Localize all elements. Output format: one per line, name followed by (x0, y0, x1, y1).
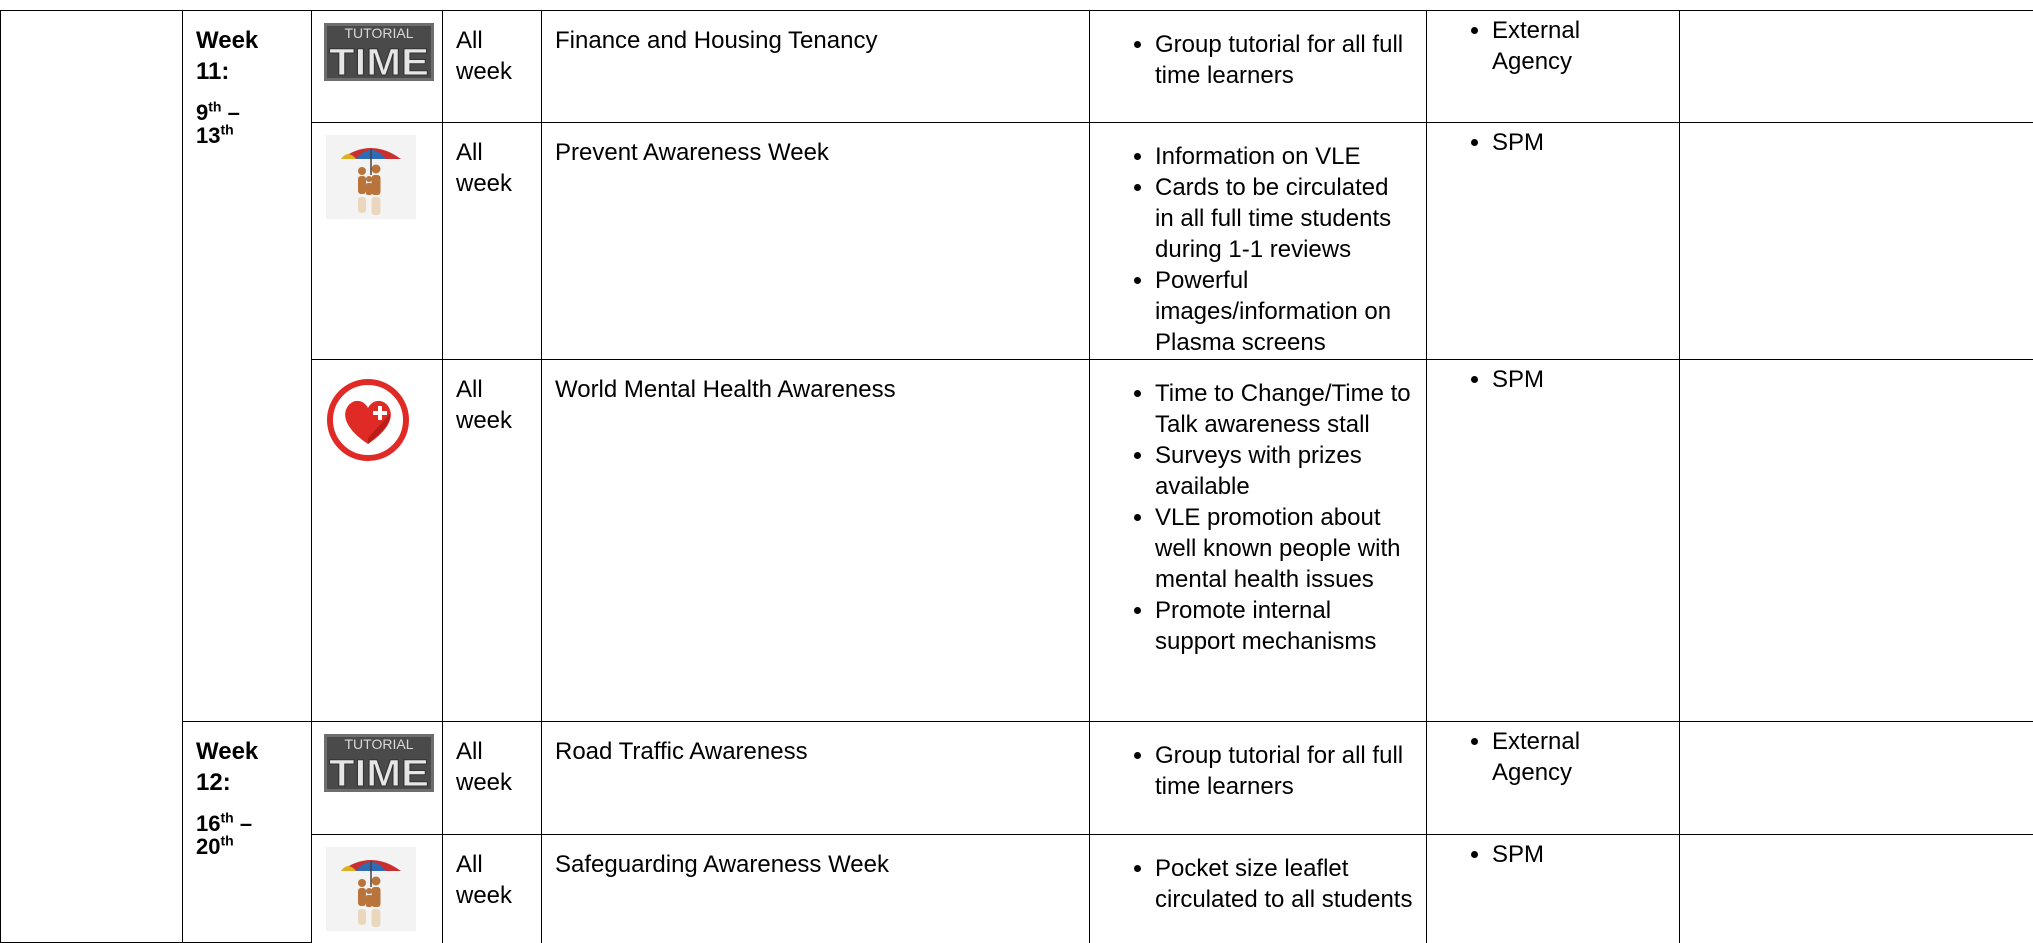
delivered-by-list: External Agency (1440, 726, 1666, 788)
week-title: Week 12: (196, 736, 276, 798)
event-cell: Road Traffic Awareness (542, 722, 1090, 835)
icon-cell: TUTORIAL TIME (312, 722, 443, 835)
activity-list: Time to Change/Time to Talk awareness st… (1103, 378, 1413, 657)
empty-cell (1680, 11, 2033, 123)
activities-cell: Group tutorial for all full time learner… (1090, 722, 1427, 835)
date-suffix: th (220, 833, 233, 849)
activity: Information on VLE (1155, 141, 1413, 172)
activity-list: Group tutorial for all full time learner… (1103, 740, 1413, 802)
when: All week (456, 849, 526, 911)
date-suffix: th (220, 810, 233, 826)
delivered-by: External Agency (1492, 15, 1592, 77)
when: All week (456, 25, 526, 87)
date-number: 9 (196, 100, 208, 125)
when-cell: All week (443, 123, 542, 360)
activities-cell: Information on VLECards to be circulated… (1090, 123, 1427, 360)
activity: Surveys with prizes available (1155, 440, 1413, 502)
activities-cell: Pocket size leaflet circulated to all st… (1090, 835, 1427, 943)
icon-cell: TUTORIAL TIME (312, 11, 443, 123)
table-body: Week 11:9th –13th TUTORIAL TIME All week… (1, 11, 2033, 943)
date-separator: – (240, 811, 252, 836)
table-row: Week 12:16th –20th TUTORIAL TIME All wee… (1, 722, 2033, 835)
when: All week (456, 137, 526, 199)
date-start: 9th – (196, 101, 298, 124)
activity: Promote internal support mechanisms (1155, 595, 1413, 657)
tutorial-time-icon: TUTORIAL TIME (324, 734, 434, 792)
delivered-by: SPM (1492, 364, 1592, 395)
empty-cell (1680, 722, 2033, 835)
activity: Cards to be circulated in all full time … (1155, 172, 1413, 265)
date-start: 16th – (196, 812, 298, 835)
delivered-by-list: External Agency (1440, 15, 1666, 77)
date-end: 20th (196, 835, 298, 858)
activities-cell: Group tutorial for all full time learner… (1090, 11, 1427, 123)
week-title: Week 11: (196, 25, 276, 87)
date-end: 13th (196, 124, 298, 147)
activity: Group tutorial for all full time learner… (1155, 29, 1413, 91)
empty-cell (1680, 835, 2033, 943)
delivered-by-list: SPM (1440, 839, 1666, 870)
week-dates: 16th –20th (196, 812, 298, 858)
activity: Time to Change/Time to Talk awareness st… (1155, 378, 1413, 440)
delivered-by-list: SPM (1440, 127, 1666, 158)
icon-text-main: TIME (329, 42, 429, 81)
delivered-by: SPM (1492, 839, 1592, 870)
icon-text-top: TUTORIAL (345, 736, 414, 752)
icon-cell (312, 360, 443, 722)
empty-cell (1680, 360, 2033, 722)
activities-cell: Time to Change/Time to Talk awareness st… (1090, 360, 1427, 722)
empty-cell (1680, 123, 2033, 360)
activity-list: Group tutorial for all full time learner… (1103, 29, 1413, 91)
blank-cell (1, 11, 183, 943)
activity: Pocket size leaflet circulated to all st… (1155, 853, 1413, 915)
when-cell: All week (443, 722, 542, 835)
icon-cell (312, 835, 443, 943)
week-cell: Week 12: 16th –20th (183, 722, 312, 943)
when-cell: All week (443, 835, 542, 943)
activity-list: Information on VLECards to be circulated… (1103, 141, 1413, 358)
date-number: 13 (196, 123, 220, 148)
umbrella-icon (326, 847, 416, 931)
week-cell: Week 11:9th –13th (183, 11, 312, 722)
date-number: 20 (196, 834, 220, 859)
umbrella-icon (326, 135, 416, 219)
activity-list: Pocket size leaflet circulated to all st… (1103, 853, 1413, 915)
delivered-by-cell: SPM (1427, 360, 1680, 722)
icon-text-top: TUTORIAL (345, 25, 414, 41)
week-dates: 9th –13th (196, 101, 298, 147)
event-cell: Prevent Awareness Week (542, 123, 1090, 360)
delivered-by-list: SPM (1440, 364, 1666, 395)
activity: Group tutorial for all full time learner… (1155, 740, 1413, 802)
when-cell: All week (443, 360, 542, 722)
plus (373, 411, 387, 415)
event-cell: Finance and Housing Tenancy (542, 11, 1090, 123)
date-number: 16 (196, 811, 220, 836)
icon-cell (312, 123, 443, 360)
delivered-by: SPM (1492, 127, 1592, 158)
delivered-by-cell: SPM (1427, 123, 1680, 360)
tutorial-time-icon: TUTORIAL TIME (324, 23, 434, 81)
event-cell: World Mental Health Awareness (542, 360, 1090, 722)
activity: VLE promotion about well known people wi… (1155, 502, 1413, 595)
event-cell: Safeguarding Awareness Week (542, 835, 1090, 943)
heart-icon (326, 378, 410, 462)
date-suffix: th (208, 99, 221, 115)
delivered-by: External Agency (1492, 726, 1592, 788)
delivered-by-cell: External Agency (1427, 11, 1680, 123)
table-row: Week 11:9th –13th TUTORIAL TIME All week… (1, 11, 2033, 123)
when-cell: All week (443, 11, 542, 123)
icon-text-main: TIME (329, 753, 429, 792)
when: All week (456, 736, 526, 798)
when: All week (456, 374, 526, 436)
activity: Powerful images/information on Plasma sc… (1155, 265, 1413, 358)
schedule-table: Week 11:9th –13th TUTORIAL TIME All week… (0, 10, 2033, 943)
delivered-by-cell: SPM (1427, 835, 1680, 943)
delivered-by-cell: External Agency (1427, 722, 1680, 835)
date-suffix: th (220, 122, 233, 138)
